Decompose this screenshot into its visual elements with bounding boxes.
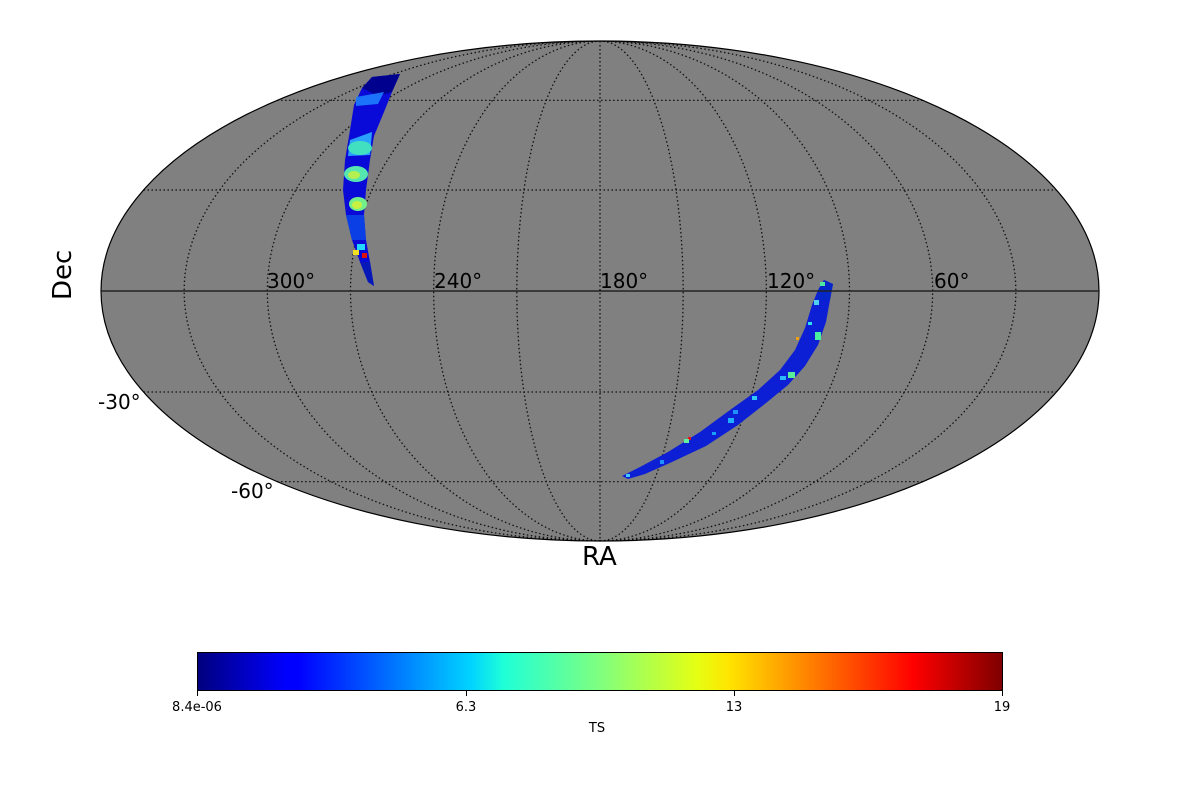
colorbar-tick-label-min: 8.4e-06 xyxy=(172,700,222,715)
ra-tick-120: 120° xyxy=(767,269,816,293)
colorbar xyxy=(197,652,1003,691)
colorbar-tick xyxy=(466,691,467,696)
ra-axis-title: RA xyxy=(582,542,617,572)
colorbar-title: TS xyxy=(588,721,606,736)
colorbar-tick-label: 6.3 xyxy=(455,700,477,715)
ra-tick-180: 180° xyxy=(600,269,649,293)
colorbar-tick xyxy=(734,691,735,696)
colorbar-tick xyxy=(1002,691,1003,696)
ts-region-south xyxy=(622,280,833,479)
colorbar-tick-label: 13 xyxy=(725,700,743,715)
dec-tick-minus60: -60° xyxy=(231,479,274,503)
colorbar-tick-label-max: 19 xyxy=(993,700,1011,715)
colorbar-tick xyxy=(197,691,198,696)
ra-tick-240: 240° xyxy=(434,269,483,293)
dec-axis-title: Dec xyxy=(48,249,78,300)
ra-tick-60: 60° xyxy=(934,269,970,293)
ra-tick-300: 300° xyxy=(267,269,316,293)
ts-region-north xyxy=(343,74,400,286)
dec-tick-minus30: -30° xyxy=(98,390,141,414)
